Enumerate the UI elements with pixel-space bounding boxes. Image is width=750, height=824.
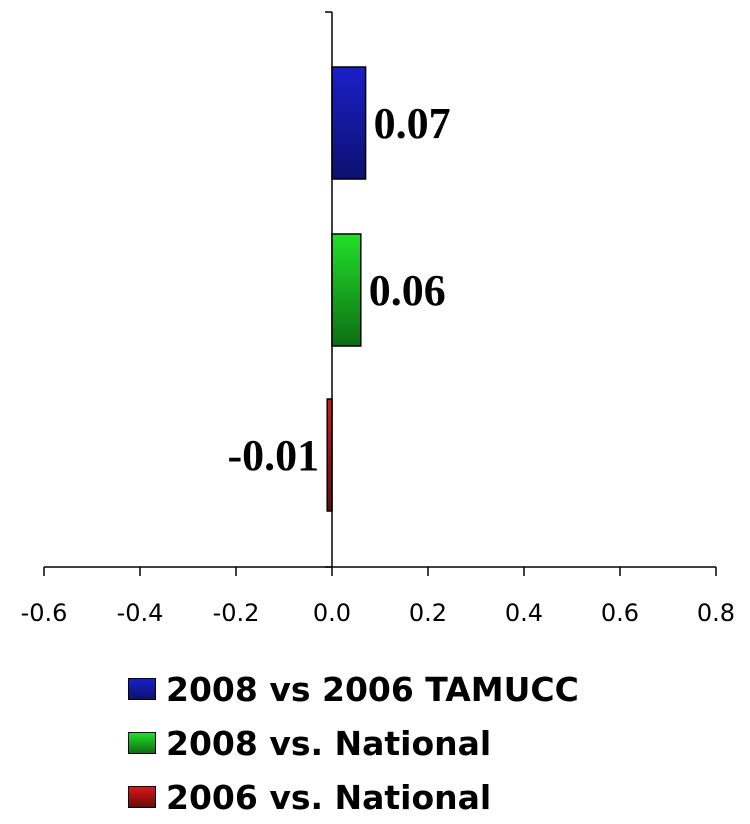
legend-item: 2008 vs. National — [128, 716, 579, 770]
bars-layer — [326, 66, 367, 512]
x-tick-label: -0.4 — [117, 599, 164, 627]
data-label-3: -0.01 — [228, 431, 320, 480]
legend: 2008 vs 2006 TAMUCC 2008 vs. National 20… — [128, 662, 579, 824]
data-label-1: 0.07 — [374, 99, 451, 148]
bar-1 — [331, 66, 367, 180]
x-tick-label: 0.0 — [313, 599, 351, 627]
bar-2 — [331, 233, 362, 347]
bar-chart: -0.6 -0.4 -0.2 0.0 0.2 0.4 0.6 0.8 0.07 0.06 -0.0… — [21, 11, 735, 627]
axes: -0.6 -0.4 -0.2 0.0 0.2 0.4 0.6 0.8 — [21, 11, 735, 627]
legend-item: 2006 vs. National — [128, 770, 579, 824]
legend-swatch-1 — [128, 678, 156, 700]
legend-swatch-2 — [128, 732, 156, 754]
x-tick-label: -0.6 — [21, 599, 68, 627]
x-tick-label: 0.8 — [697, 599, 735, 627]
legend-label: 2008 vs 2006 TAMUCC — [166, 669, 579, 709]
legend-swatch-3 — [128, 786, 156, 808]
legend-label: 2008 vs. National — [166, 723, 492, 763]
legend-label: 2006 vs. National — [166, 777, 492, 817]
x-tick-label: 0.2 — [409, 599, 447, 627]
legend-item: 2008 vs 2006 TAMUCC — [128, 662, 579, 716]
x-tick-label: -0.2 — [213, 599, 260, 627]
data-labels: 0.07 0.06 -0.01 — [228, 99, 451, 480]
x-tick-label: 0.4 — [505, 599, 543, 627]
data-label-2: 0.06 — [369, 266, 446, 315]
x-tick-label: 0.6 — [601, 599, 639, 627]
